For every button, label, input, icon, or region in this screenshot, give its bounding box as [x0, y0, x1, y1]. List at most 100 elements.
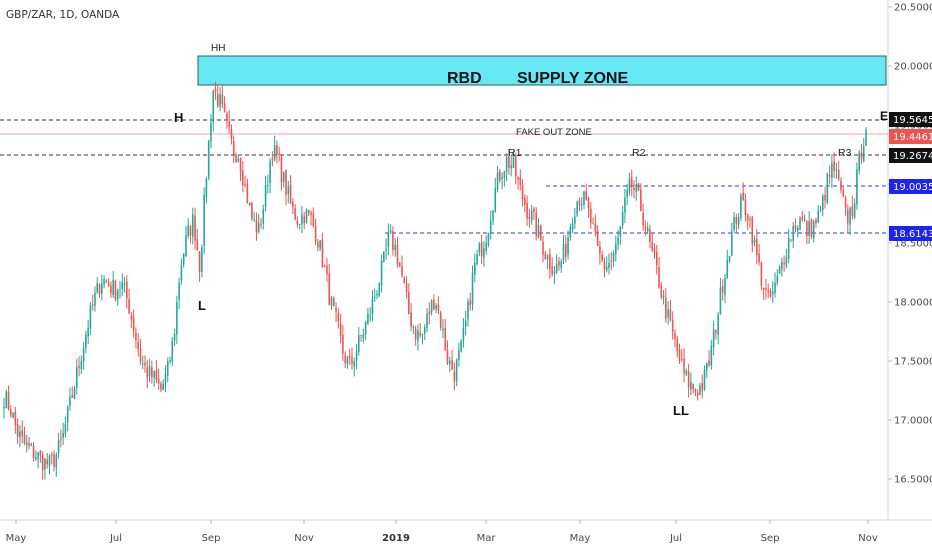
y-tick-label: 20.50000	[894, 3, 932, 14]
candle-body	[141, 363, 144, 365]
candle-body	[32, 445, 35, 459]
candle-body	[824, 194, 826, 201]
symbol-title: GBP/ZAR, 1D, OANDA	[6, 9, 120, 21]
candle-body	[762, 287, 765, 290]
candle-body	[162, 383, 165, 390]
candle-body	[226, 113, 228, 120]
candle-body	[694, 388, 697, 393]
candle-body	[421, 334, 424, 336]
svg-text:18.61438: 18.61438	[893, 229, 932, 240]
candle-body	[476, 253, 478, 265]
svg-text:19.00359: 19.00359	[893, 182, 932, 193]
l-label: L	[198, 298, 206, 313]
candle-body	[701, 383, 704, 391]
candle-body	[239, 157, 242, 172]
candle-body	[835, 169, 838, 171]
candle-body	[173, 334, 176, 341]
candle-body	[847, 209, 849, 224]
price-axis[interactable]: 20.5000020.0000019.5000019.0000018.50000…	[888, 3, 932, 486]
candle-body	[430, 300, 433, 313]
candle-body	[690, 381, 692, 390]
candle-body	[637, 183, 640, 190]
candle-body	[155, 370, 158, 380]
candle-body	[858, 152, 860, 171]
candle-body	[715, 329, 717, 334]
candle-body	[635, 184, 638, 192]
candle-body	[687, 371, 690, 388]
candle-body	[401, 265, 403, 276]
candle-body	[153, 370, 155, 378]
candle-body	[487, 232, 490, 245]
candle-body	[569, 227, 572, 238]
r2-label: R2	[632, 147, 646, 159]
time-axis[interactable]: May Jul Sep Nov 2019 Mar May Jul Sep Nov	[6, 520, 878, 544]
candle-body	[790, 239, 792, 241]
candle-body	[180, 265, 183, 281]
candle-body	[526, 202, 528, 219]
price-label-19-26743: 19.26743	[889, 148, 932, 163]
candle-body	[856, 169, 858, 205]
candle-body	[135, 332, 137, 341]
supply-zone-label: SUPPLY ZONE	[517, 70, 628, 87]
candle-body	[414, 329, 417, 339]
candle-body	[774, 282, 776, 294]
candle-body	[3, 407, 5, 409]
candle-body	[48, 455, 51, 467]
candle-body	[749, 219, 751, 221]
candle-body	[398, 262, 401, 267]
candle-body	[408, 292, 410, 314]
candle-body	[305, 209, 308, 223]
candle-body	[405, 283, 408, 292]
candle-body	[394, 244, 396, 250]
candle-body	[144, 362, 146, 366]
candle-body	[746, 214, 749, 221]
hh-label: HH	[211, 43, 225, 54]
candle-body	[60, 438, 62, 440]
candle-body	[499, 170, 501, 181]
candle-body	[776, 276, 779, 283]
candle-body	[166, 360, 169, 376]
candle-body	[860, 152, 863, 160]
candle-body	[235, 154, 237, 163]
candle-body	[251, 202, 253, 219]
candle-body	[862, 146, 865, 162]
x-tick-label: Mar	[477, 533, 497, 544]
candle-body	[255, 220, 258, 233]
candle-body	[358, 335, 360, 352]
candle-body	[737, 216, 740, 225]
candle-body	[317, 242, 319, 248]
candle-body	[289, 184, 292, 204]
candle-body	[849, 208, 851, 225]
candle-body	[69, 396, 71, 407]
x-tick-label: Jul	[669, 533, 682, 544]
fake-out-zone-label: FAKE OUT ZONE	[516, 127, 592, 138]
candle-body	[412, 327, 415, 329]
candle-body	[806, 221, 808, 237]
candle-body	[98, 284, 101, 295]
candle-body	[485, 243, 487, 251]
candle-body	[735, 216, 738, 224]
candle-body	[57, 440, 60, 454]
candle-body	[176, 302, 178, 335]
candle-body	[787, 237, 790, 259]
candle-body	[590, 208, 592, 224]
candle-body	[307, 210, 310, 214]
candle-body	[207, 140, 210, 178]
candle-body	[544, 253, 547, 260]
candle-body	[815, 219, 817, 224]
candle-body	[128, 299, 130, 314]
candle-body	[112, 279, 114, 295]
candle-body	[337, 313, 340, 322]
candle-body	[171, 341, 174, 362]
candle-body	[624, 197, 626, 213]
candle-body	[396, 244, 399, 265]
y-tick-label: 16.50000	[894, 475, 932, 486]
candle-body	[269, 160, 271, 183]
candle-body	[160, 383, 162, 390]
candle-body	[821, 195, 824, 210]
candle-body	[330, 297, 333, 307]
candle-body	[442, 328, 444, 331]
candle-body	[460, 340, 462, 352]
